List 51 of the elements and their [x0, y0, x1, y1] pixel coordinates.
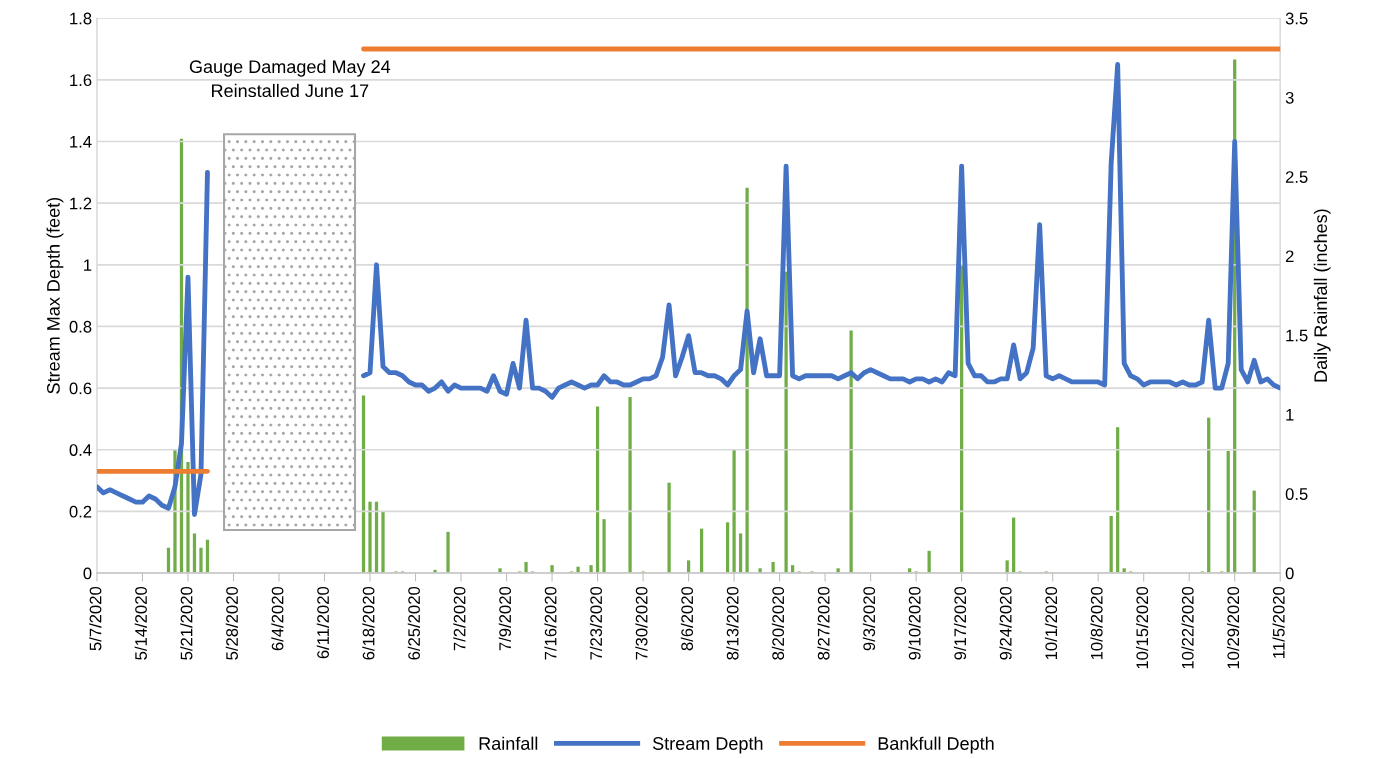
x-tick-label: 5/7/2020 — [89, 586, 102, 651]
y-tick-label: 0.2 — [69, 505, 92, 518]
y-axis-title: Stream Max Depth (feet) — [46, 197, 64, 394]
x-tick-label: 8/6/2020 — [680, 586, 694, 651]
x-tick-label: 10/15/2020 — [1135, 586, 1149, 669]
legend-label: Rainfall — [479, 736, 538, 750]
x-tick-label: 11/5/2020 — [1272, 586, 1285, 658]
x-tick-label: 10/22/2020 — [1181, 586, 1194, 669]
y2-tick-label: 2 — [1285, 250, 1294, 263]
legend-label: Bankfull Depth — [878, 736, 994, 754]
annotation: Gauge Damaged May 24 Reinstalled June 17 — [189, 59, 391, 98]
x-tick-label: 6/11/2020 — [316, 586, 329, 659]
x-tick-label: 6/4/2020 — [271, 586, 284, 651]
x-tick-label: 9/3/2020 — [862, 586, 876, 651]
x-tick-label: 7/16/2020 — [544, 586, 557, 660]
y2-axis-title: Daily Rainfall (inches) — [1313, 209, 1331, 382]
y2-tick-label: 2.5 — [1285, 171, 1308, 183]
x-tick-label: 5/14/2020 — [134, 586, 147, 660]
x-tick-label: 7/2/2020 — [453, 586, 466, 651]
y-tick-label: 1 — [84, 259, 92, 271]
y2-tick-label: 0 — [1285, 567, 1294, 580]
y-tick-label: 0.8 — [69, 320, 92, 333]
x-tick-label: 6/25/2020 — [407, 586, 420, 660]
y-tick-label: 0.4 — [69, 444, 92, 456]
x-tick-label: 7/30/2020 — [635, 586, 648, 660]
y2-tick-label: 1 — [1286, 409, 1294, 421]
y2-tick-label: 0.5 — [1285, 488, 1308, 500]
legend-label: Stream Depth — [652, 736, 763, 754]
x-tick-label: 8/27/2020 — [817, 586, 830, 660]
y2-tick-label: 3.5 — [1285, 12, 1308, 25]
x-tick-label: 10/8/2020 — [1090, 586, 1103, 660]
x-tick-label: 9/24/2020 — [999, 586, 1012, 660]
y-tick-label: 0.6 — [69, 382, 92, 395]
x-tick-label: 5/28/2020 — [225, 586, 238, 660]
x-tick-label: 6/18/2020 — [362, 586, 375, 660]
x-tick-label: 10/1/2020 — [1044, 586, 1058, 660]
x-tick-label: 9/10/2020 — [908, 586, 921, 660]
y-tick-label: 1.8 — [70, 12, 92, 25]
y-tick-label: 1.2 — [70, 197, 92, 210]
y2-tick-label: 1.5 — [1286, 329, 1308, 342]
y-tick-label: 1.4 — [70, 136, 92, 148]
x-tick-label: 7/9/2020 — [498, 586, 512, 651]
x-tick-label: 9/17/2020 — [953, 586, 967, 660]
x-tick-label: 5/21/2020 — [180, 586, 193, 660]
y-tick-label: 0 — [83, 567, 92, 580]
x-tick-label: 7/23/2020 — [589, 586, 603, 660]
y2-tick-label: 3 — [1285, 91, 1294, 104]
y-tick-label: 1.6 — [70, 74, 92, 87]
x-tick-label: 8/20/2020 — [771, 586, 785, 660]
x-tick-label: 10/29/2020 — [1226, 586, 1240, 669]
x-tick-label: 8/13/2020 — [726, 586, 739, 660]
